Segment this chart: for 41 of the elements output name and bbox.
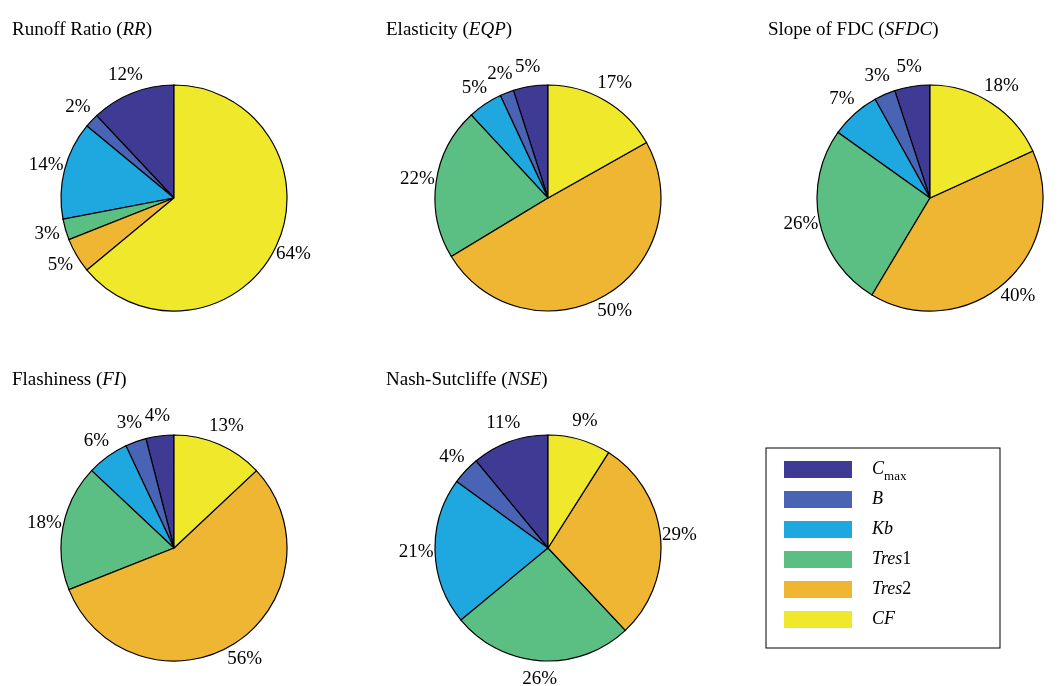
legend-label: Kb: [871, 518, 894, 539]
data-label: 3%: [864, 64, 890, 86]
data-label: 21%: [398, 539, 434, 561]
data-label: 7%: [829, 86, 855, 108]
chart-title: Runoff Ratio (RR): [12, 18, 153, 40]
legend-label: Tres1: [872, 548, 912, 569]
data-label: 50%: [597, 299, 633, 321]
legend-label: B: [872, 488, 883, 509]
data-label: 5%: [461, 75, 488, 97]
data-label: 13%: [209, 414, 245, 436]
data-label: 4%: [439, 445, 465, 466]
data-label: 18%: [26, 510, 62, 532]
data-label: 18%: [983, 74, 1019, 96]
data-label: 26%: [522, 667, 558, 686]
data-label: 40%: [1000, 283, 1036, 305]
data-label: 17%: [597, 71, 633, 93]
chart-title: Flashiness (FI): [12, 368, 127, 390]
data-label: 3%: [116, 411, 143, 433]
data-label: 3%: [34, 222, 61, 244]
data-label: 12%: [107, 62, 143, 84]
data-label: 2%: [487, 62, 513, 84]
data-label: 9%: [572, 408, 598, 430]
data-label: 4%: [144, 404, 171, 426]
data-label: 5%: [514, 54, 541, 76]
data-label: 29%: [662, 522, 697, 544]
data-label: 22%: [399, 166, 435, 188]
data-label: 6%: [83, 428, 110, 450]
data-label: 5%: [896, 55, 922, 77]
data-label: 14%: [28, 152, 64, 174]
legend-label: Tres2: [872, 578, 912, 599]
data-label: 2%: [65, 95, 91, 116]
chart-title: Nash-Sutcliffe (NSE): [386, 368, 548, 390]
legend-label: C$_{max}$: [872, 458, 907, 484]
data-label: 5%: [47, 252, 74, 274]
data-label: 56%: [227, 646, 263, 668]
data-label: 26%: [783, 212, 819, 234]
data-label: 64%: [276, 241, 312, 263]
chart-title: Slope of FDC (SFDC): [768, 18, 939, 40]
data-label: 11%: [486, 411, 521, 433]
chart-title: Elasticity (EQP): [386, 18, 513, 40]
legend-label: CF: [872, 608, 897, 629]
